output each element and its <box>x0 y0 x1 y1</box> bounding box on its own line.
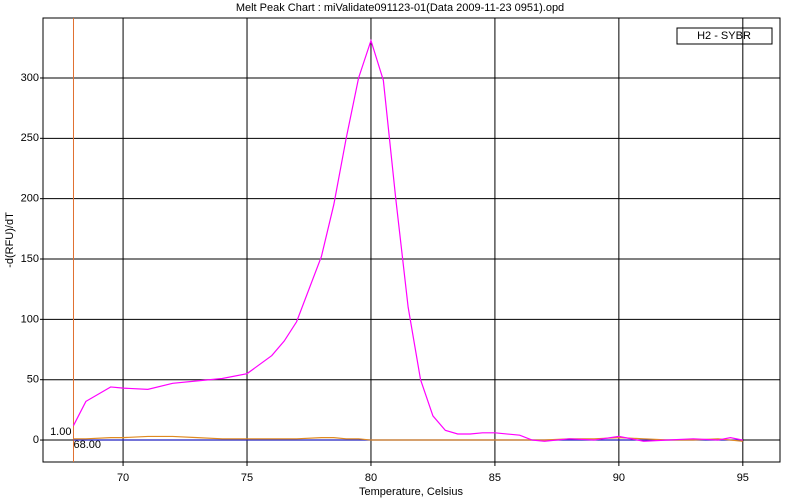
x-tick-label: 75 <box>241 472 253 484</box>
chart-title: Melt Peak Chart : miValidate091123-01(Da… <box>236 2 564 14</box>
cursor-x-label: 68.00 <box>73 439 101 451</box>
legend-label: H2 - SYBR <box>697 30 751 42</box>
cursor-y-label: 1.00 <box>50 426 71 438</box>
x-tick-label: 95 <box>737 472 749 484</box>
x-tick-label: 85 <box>489 472 501 484</box>
y-tick-label: 300 <box>21 72 39 84</box>
y-tick-label: 250 <box>21 132 39 144</box>
y-tick-label: 150 <box>21 253 39 265</box>
y-axis-label: -d(RFU)/dT <box>4 212 16 268</box>
x-tick-label: 90 <box>613 472 625 484</box>
legend-box <box>676 27 773 45</box>
y-tick-label: 200 <box>21 193 39 205</box>
y-tick-label: 0 <box>33 434 39 446</box>
plot-area <box>42 17 781 463</box>
x-tick-label: 70 <box>117 472 129 484</box>
series-line <box>72 38 743 442</box>
y-tick-label: 50 <box>27 374 39 386</box>
y-tick-label: 100 <box>21 313 39 325</box>
x-axis-label: Temperature, Celsius <box>359 486 463 498</box>
x-tick-label: 80 <box>365 472 377 484</box>
